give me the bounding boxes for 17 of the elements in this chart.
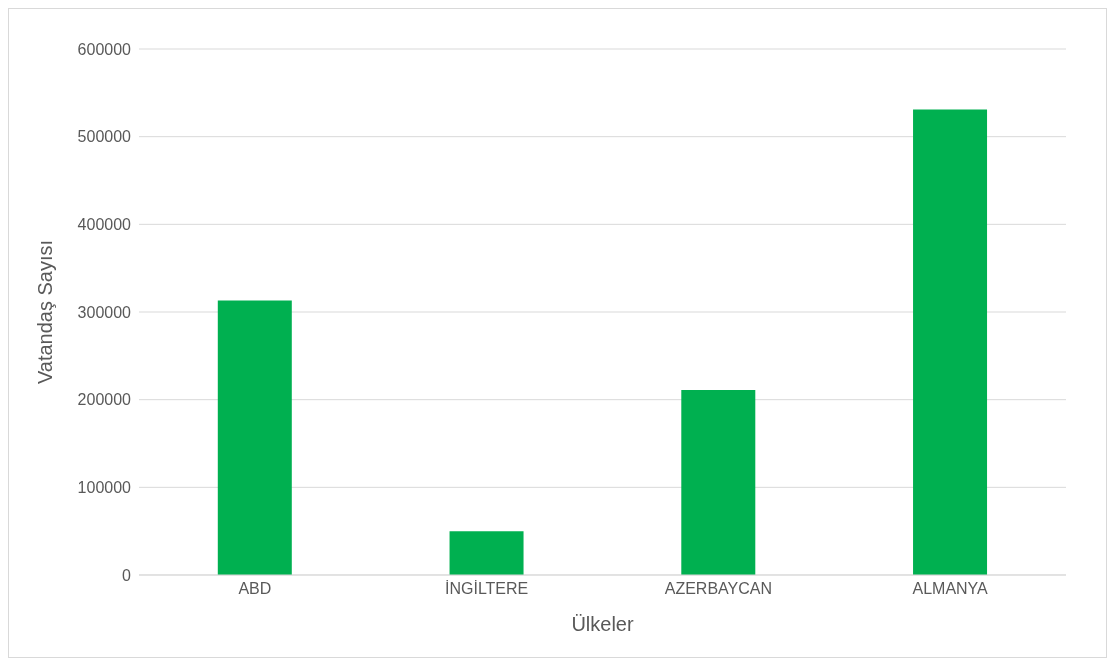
y-tick-label: 300000 [77,303,132,321]
y-tick-label: 400000 [77,216,132,234]
y-tick-label: 600000 [77,40,132,58]
x-tick-label: AZERBAYCAN [664,580,773,598]
bar [217,300,292,575]
x-tick-label: İNGİLTERE [444,579,529,598]
y-axis-title: Vatandaş Sayısı [34,239,57,385]
y-tick-label: 100000 [77,479,132,497]
bar [681,390,756,575]
bar [449,531,524,575]
y-tick-label: 0 [122,566,132,584]
x-axis-title: Ülkeler [571,613,634,635]
y-tick-label: 200000 [77,391,132,409]
bar [913,109,988,575]
x-tick-label: ALMANYA [912,580,989,598]
y-tick-label: 500000 [77,128,132,146]
x-tick-label: ABD [238,580,272,598]
